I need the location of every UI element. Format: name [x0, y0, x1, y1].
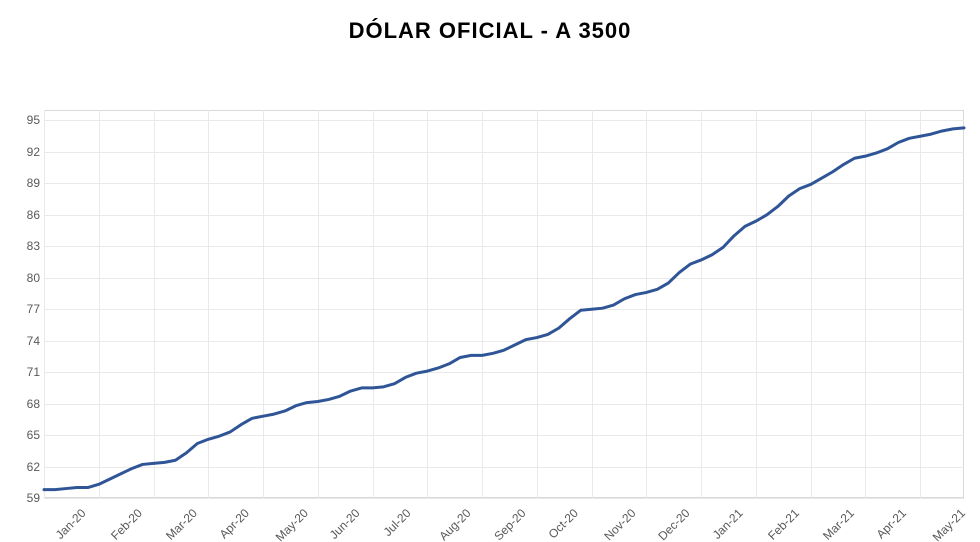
x-axis-label: Apr-21 — [874, 506, 909, 541]
y-axis-label: 83 — [10, 239, 40, 253]
grid-line — [44, 498, 964, 499]
x-axis-label: Sep-20 — [491, 506, 528, 542]
x-axis-label: Mar-20 — [163, 506, 200, 542]
y-axis-label: 86 — [10, 208, 40, 222]
x-axis-label: Apr-20 — [217, 506, 252, 541]
x-axis-label: Jan-20 — [53, 506, 89, 542]
y-axis-label: 74 — [10, 334, 40, 348]
y-axis-label: 80 — [10, 271, 40, 285]
y-axis-label: 62 — [10, 460, 40, 474]
x-axis-label: Oct-20 — [545, 506, 580, 541]
y-axis-label: 77 — [10, 302, 40, 316]
x-axis-label: Aug-20 — [437, 506, 474, 542]
y-axis-label: 71 — [10, 365, 40, 379]
y-axis-label: 92 — [10, 145, 40, 159]
x-axis-label: Feb-20 — [108, 506, 145, 542]
y-axis-label: 89 — [10, 176, 40, 190]
line-series — [44, 110, 964, 498]
y-axis-label: 59 — [10, 491, 40, 505]
x-axis-label: Jan-21 — [710, 506, 746, 542]
y-axis-label: 95 — [10, 113, 40, 127]
x-axis-label: Dec-20 — [656, 506, 693, 542]
x-axis-label: Jun-20 — [327, 506, 363, 542]
x-axis-label: Nov-20 — [601, 506, 638, 542]
x-axis-label: Mar-21 — [820, 506, 857, 542]
x-axis-label: Jul-20 — [380, 506, 413, 539]
y-axis-label: 68 — [10, 397, 40, 411]
chart-container: 59 62 65 68 71 74 77 80 83 86 89 92 95 Jan-20 Feb-20 Ma… — [0, 52, 980, 542]
chart-title: DÓLAR OFICIAL - A 3500 — [0, 18, 980, 44]
x-axis-label: May-21 — [930, 506, 968, 542]
x-axis-label: Feb-21 — [765, 506, 802, 542]
x-axis-label: May-20 — [273, 506, 311, 542]
y-axis-label: 65 — [10, 428, 40, 442]
